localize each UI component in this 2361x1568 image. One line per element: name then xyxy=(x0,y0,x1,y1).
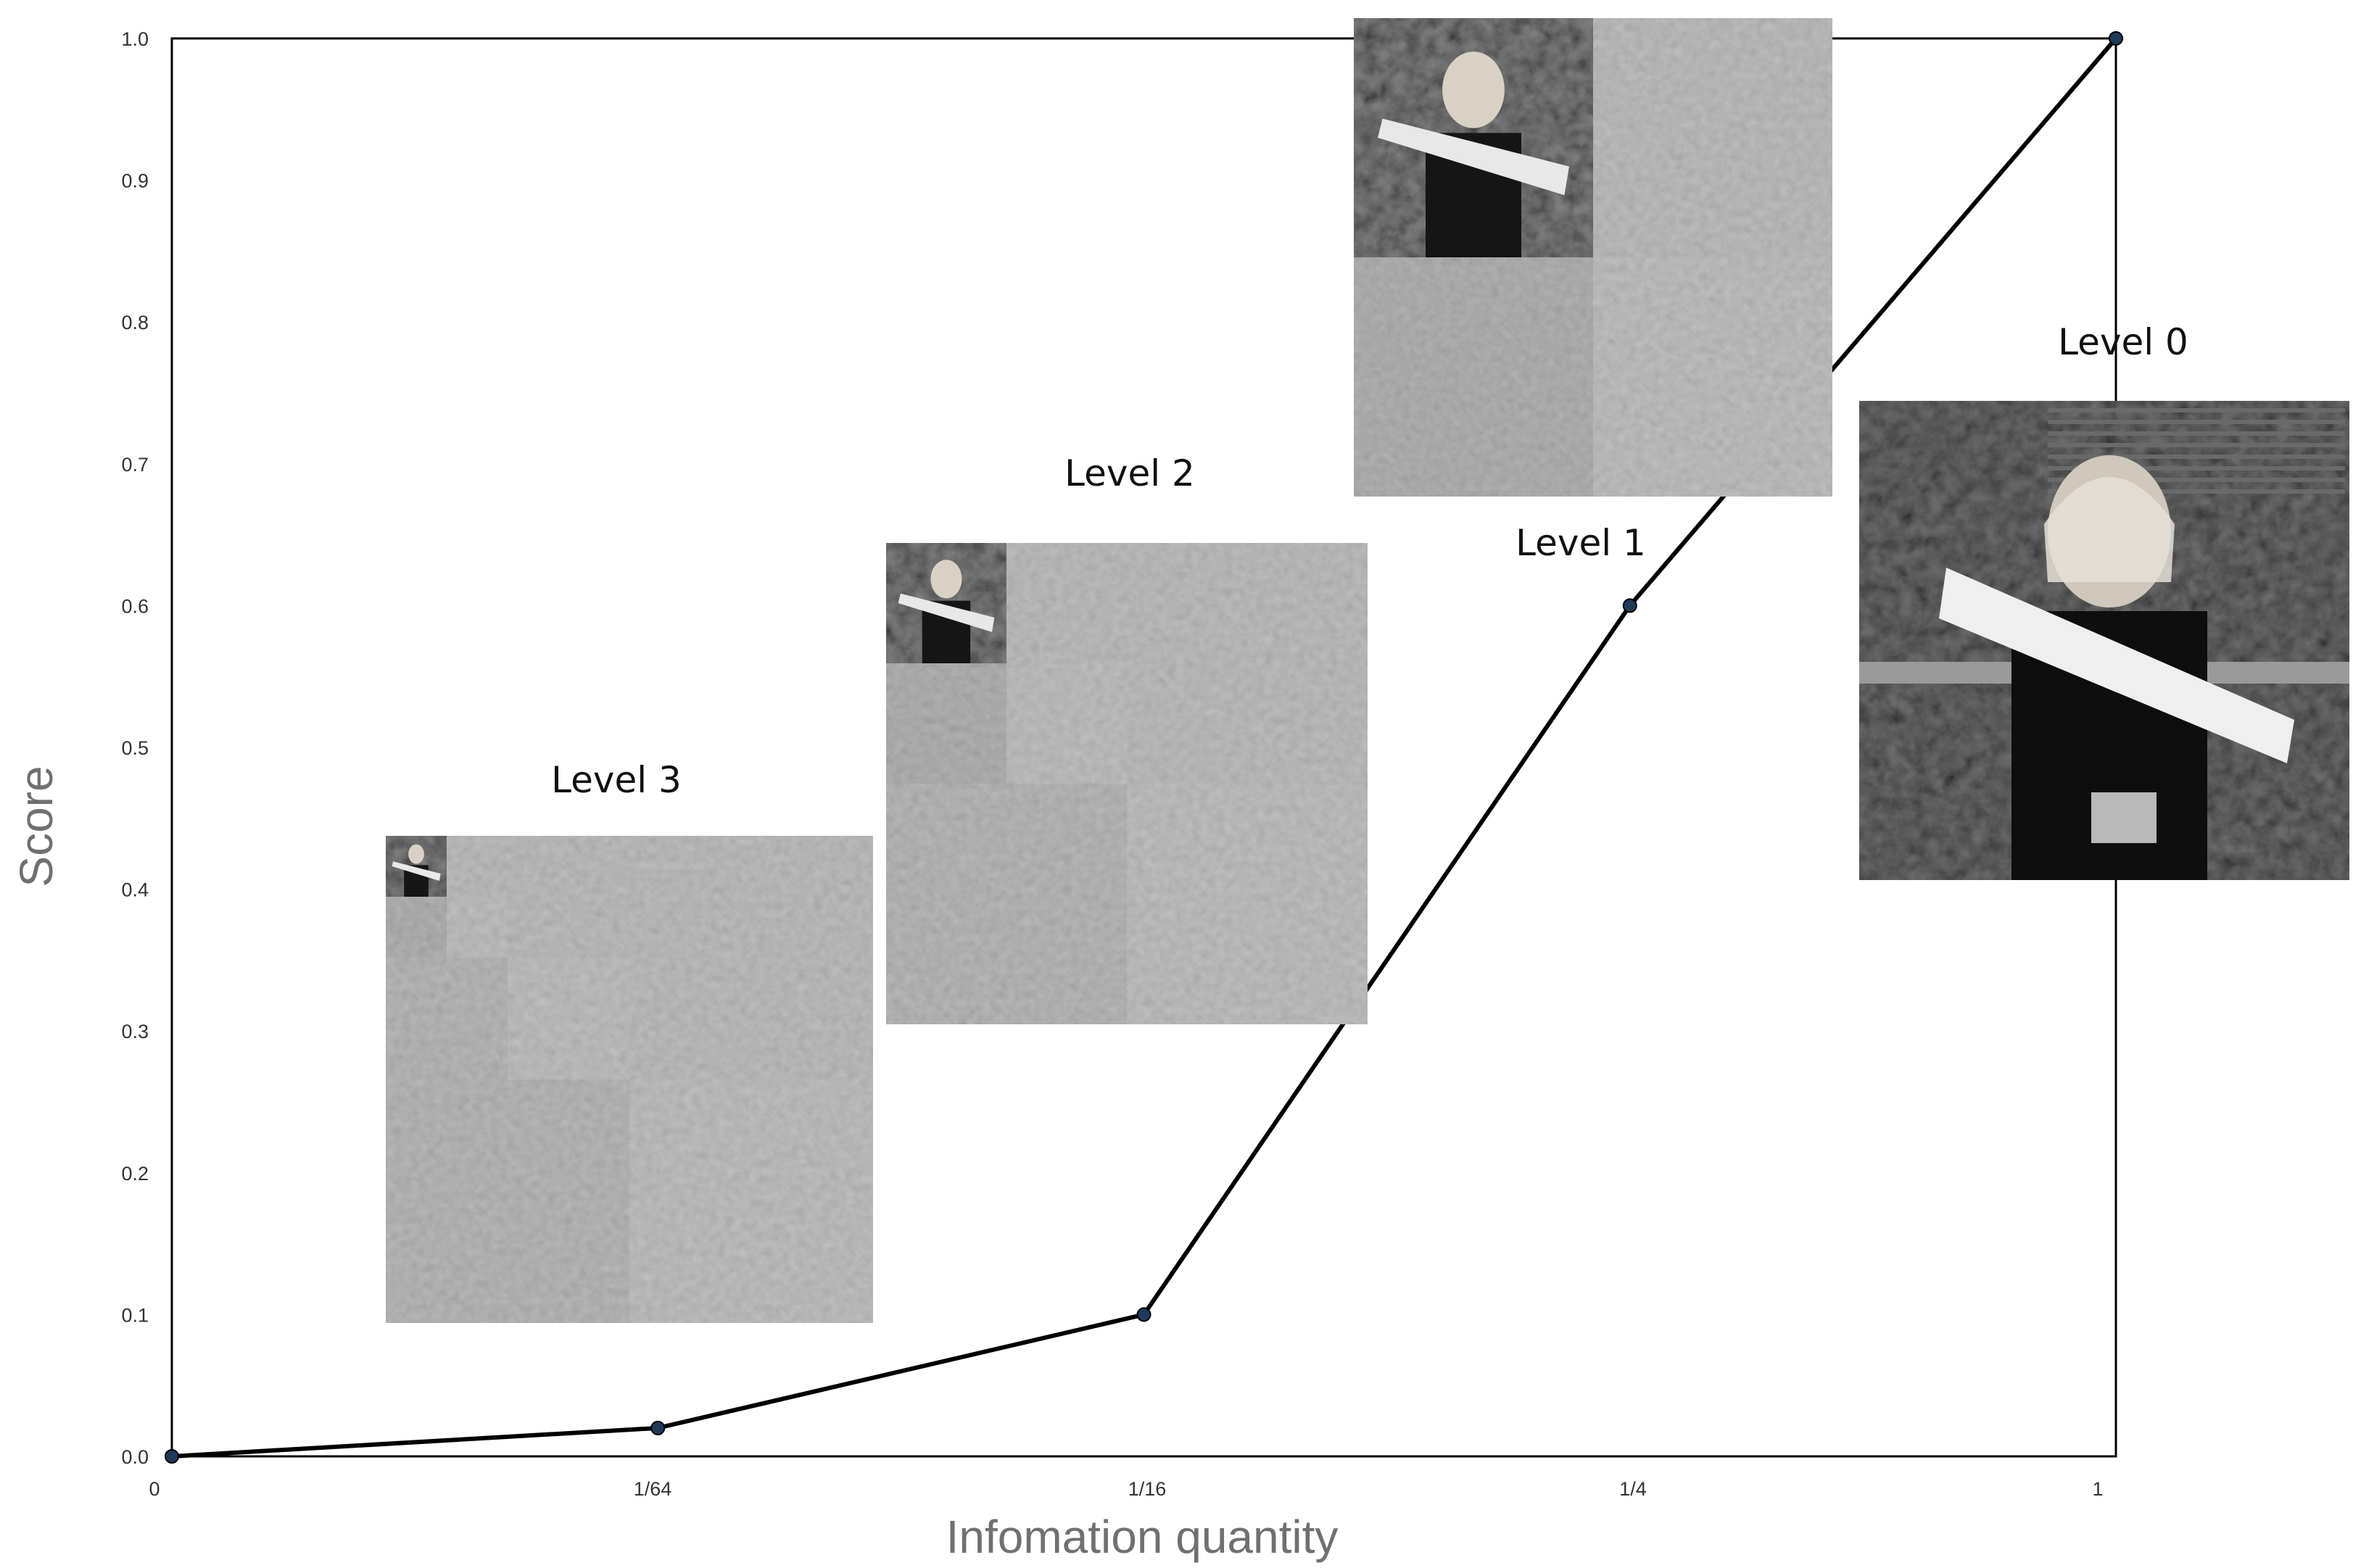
approximation-thumbnail xyxy=(886,543,1006,663)
y-axis-title: Score xyxy=(10,766,62,887)
detail-subband-horizontal xyxy=(447,836,508,897)
y-tick-label: 0.1 xyxy=(121,1304,149,1326)
annotation-labels: Level 3 Level 2 Level 1 Level 0 xyxy=(551,321,2188,801)
axes: 0.0 0.1 0.2 0.3 0.4 0.5 0.6 0.7 0.8 0.9 1.0 0 1/64 1/… xyxy=(121,28,2117,1500)
detail-subband-vertical xyxy=(1354,257,1593,497)
detail-subband-horizontal xyxy=(1593,18,1832,257)
approximation-thumbnail xyxy=(1354,18,1593,257)
detail-subband-diagonal xyxy=(447,897,508,958)
approximation-thumbnail xyxy=(386,836,447,897)
detail-subband-diagonal xyxy=(1006,663,1127,784)
detail-subband-horizontal xyxy=(508,836,629,958)
data-point xyxy=(2109,31,2123,46)
x-tick-label: 1 xyxy=(2092,1478,2103,1500)
y-tick-label: 0.3 xyxy=(121,1021,149,1042)
data-point xyxy=(650,1420,666,1435)
detail-subband-horizontal xyxy=(1127,543,1368,784)
x-tick-label: 1/64 xyxy=(634,1478,672,1500)
detail-subband-diagonal xyxy=(1593,257,1832,497)
level-label: Level 2 xyxy=(1064,452,1195,494)
detail-subband-horizontal xyxy=(629,836,873,1079)
detail-subband-diagonal xyxy=(629,1079,873,1323)
y-tick-label: 1.0 xyxy=(121,28,149,50)
x-tick-label: 1/16 xyxy=(1128,1478,1167,1500)
level-0-photo xyxy=(1859,401,2349,880)
y-tick-label: 0.4 xyxy=(121,879,149,901)
detail-subband-vertical xyxy=(386,897,447,958)
y-tick-label: 0.8 xyxy=(121,312,149,333)
y-tick-label: 0.0 xyxy=(121,1446,149,1468)
detail-subband-vertical xyxy=(386,958,508,1079)
level-label: Level 0 xyxy=(2058,321,2188,363)
y-tick-label: 0.7 xyxy=(121,454,149,476)
y-tick-label: 0.5 xyxy=(121,737,149,759)
level-label: Level 3 xyxy=(551,759,682,801)
detail-subband-diagonal xyxy=(1127,784,1368,1024)
y-tick-label: 0.6 xyxy=(121,595,149,617)
level-2-image xyxy=(886,543,1368,1024)
detail-subband-vertical xyxy=(386,1079,629,1323)
detail-subband-vertical xyxy=(886,784,1127,1024)
level-1-image xyxy=(1354,18,1832,497)
annotation-images xyxy=(386,18,2349,1323)
y-tick-label: 0.2 xyxy=(121,1163,149,1185)
x-tick-label: 0 xyxy=(149,1478,160,1500)
level-3-image xyxy=(386,836,873,1323)
data-point xyxy=(165,1449,179,1464)
level-label: Level 1 xyxy=(1516,522,1646,564)
detail-subband-vertical xyxy=(886,663,1006,784)
detail-subband-horizontal xyxy=(1006,543,1127,663)
detail-subband-diagonal xyxy=(508,958,629,1079)
data-point xyxy=(1136,1307,1151,1322)
x-tick-label: 1/4 xyxy=(1619,1478,1647,1500)
x-axis-title: Infomation quantity xyxy=(946,1511,1339,1563)
data-point xyxy=(1622,598,1637,613)
y-tick-label: 0.9 xyxy=(121,170,149,192)
